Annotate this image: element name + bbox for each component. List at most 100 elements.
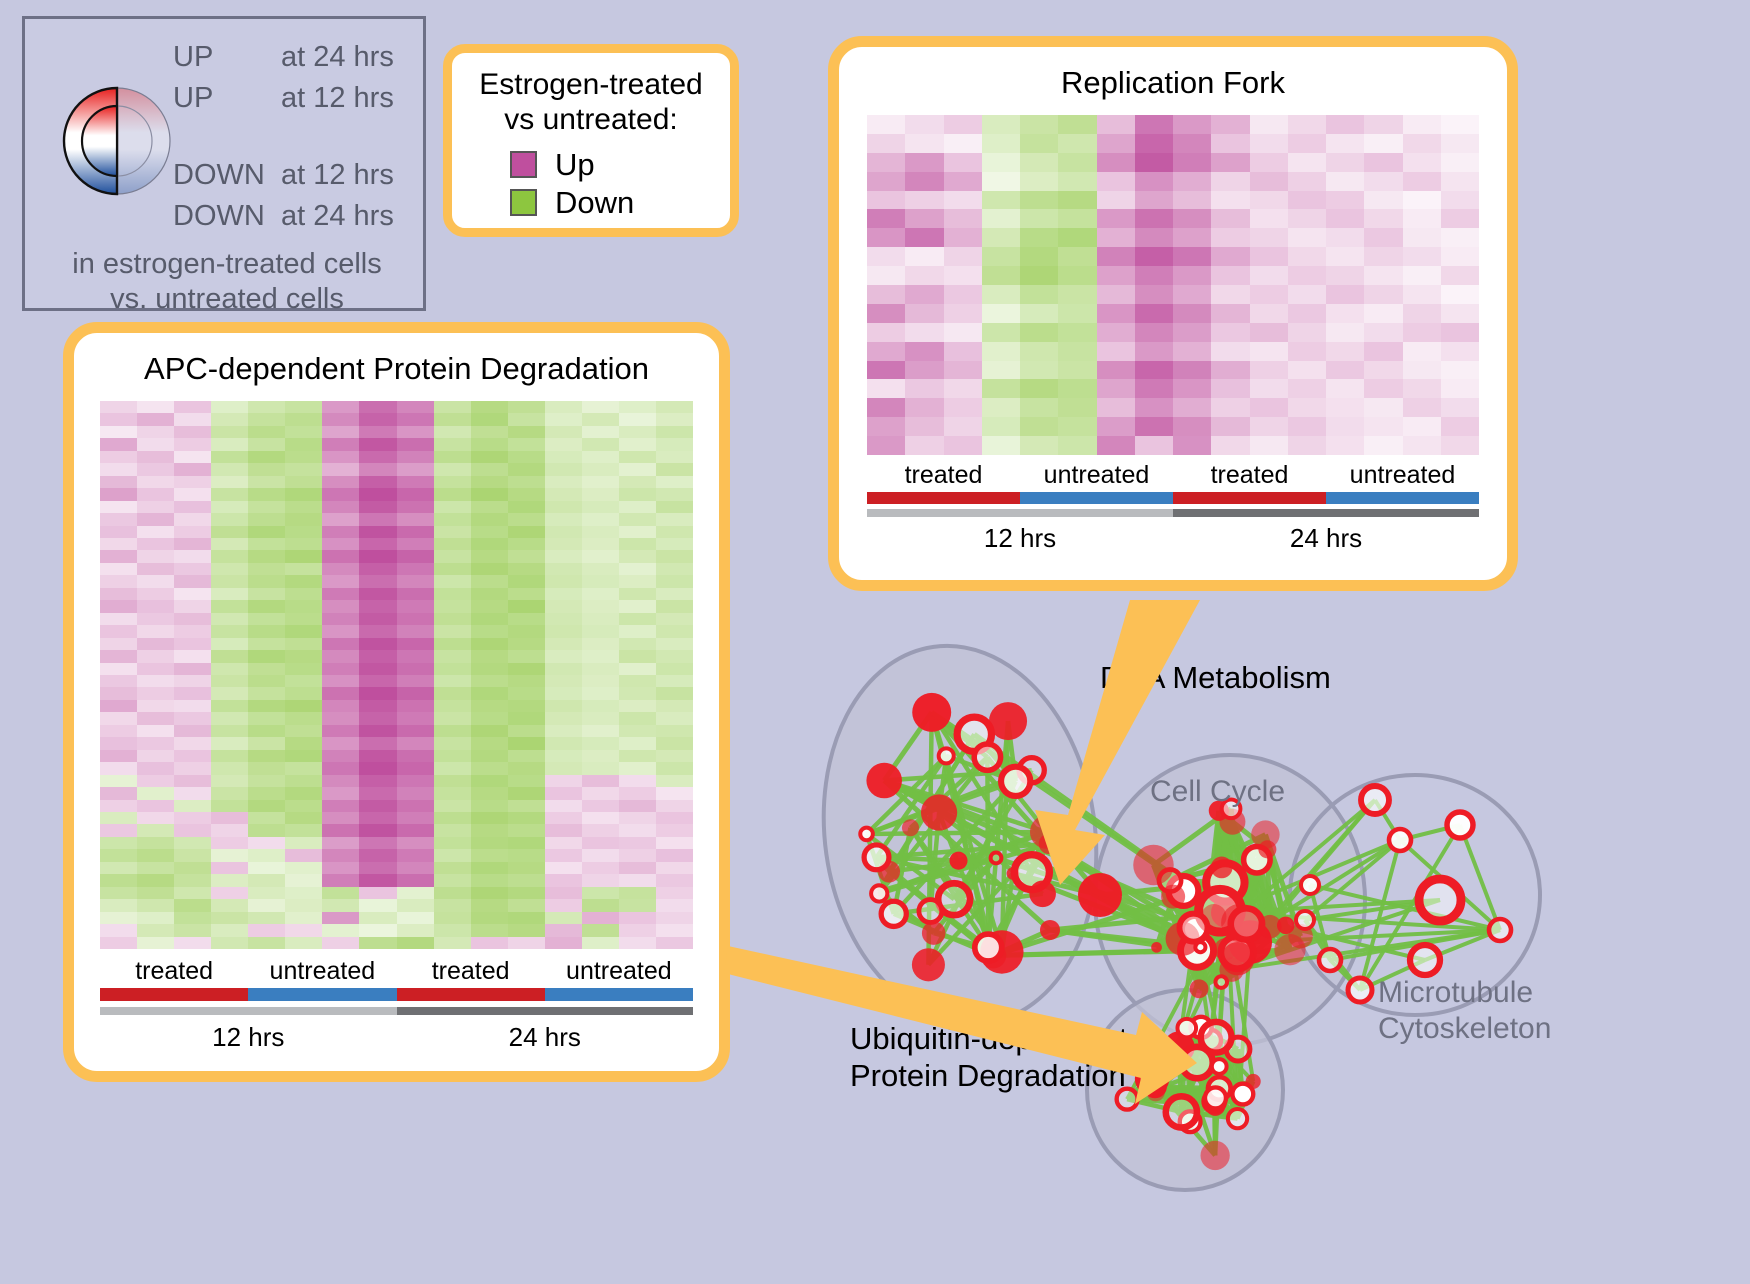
heatmap-cell bbox=[174, 401, 211, 413]
network-node[interactable] bbox=[1030, 815, 1064, 849]
network-node[interactable] bbox=[1151, 942, 1162, 953]
heatmap-cell bbox=[211, 725, 248, 737]
heatmap-cell bbox=[582, 687, 619, 699]
heatmap-cell bbox=[582, 526, 619, 538]
heatmap-cell bbox=[471, 887, 508, 899]
network-node[interactable] bbox=[1447, 812, 1473, 838]
network-node[interactable] bbox=[1212, 1059, 1227, 1074]
network-node[interactable] bbox=[949, 852, 967, 870]
network-node[interactable] bbox=[864, 845, 889, 870]
network-node[interactable] bbox=[1389, 829, 1411, 851]
network-node[interactable] bbox=[1319, 949, 1341, 971]
ring-diagram-svg bbox=[61, 41, 173, 241]
heatmap-cell bbox=[285, 426, 322, 438]
network-node[interactable] bbox=[1177, 1019, 1196, 1038]
network-node[interactable] bbox=[1211, 857, 1233, 879]
network-node[interactable] bbox=[881, 901, 906, 926]
network-node[interactable] bbox=[1200, 1141, 1229, 1170]
heatmap-cell bbox=[322, 750, 359, 762]
network-node[interactable] bbox=[1301, 876, 1319, 894]
heatmap-cell bbox=[137, 550, 174, 562]
network-node[interactable] bbox=[1410, 945, 1440, 975]
heatmap-cell bbox=[248, 725, 285, 737]
heatmap-cell bbox=[905, 379, 943, 398]
network-node[interactable] bbox=[866, 763, 902, 799]
heatmap-cell bbox=[137, 438, 174, 450]
heatmap-cell bbox=[508, 451, 545, 463]
network-node[interactable] bbox=[1274, 934, 1305, 965]
network-node[interactable] bbox=[1258, 915, 1282, 939]
heatmap-cell bbox=[656, 625, 693, 637]
heatmap-cell bbox=[1058, 342, 1096, 361]
network-node[interactable] bbox=[1166, 1096, 1197, 1127]
network-node[interactable] bbox=[902, 819, 919, 836]
panel-title: APC-dependent Protein Degradation bbox=[74, 351, 719, 387]
network-node[interactable] bbox=[1181, 1047, 1213, 1079]
network-node[interactable] bbox=[1029, 881, 1056, 908]
heatmap-cell bbox=[905, 247, 943, 266]
network-node[interactable] bbox=[1296, 911, 1314, 929]
network-node[interactable] bbox=[1190, 979, 1209, 998]
network-node[interactable] bbox=[974, 744, 1000, 770]
network-node[interactable] bbox=[1361, 786, 1389, 814]
heatmap-cell bbox=[248, 887, 285, 899]
key-title-line2: vs untreated: bbox=[452, 102, 730, 137]
heatmap-cell bbox=[137, 824, 174, 836]
heatmap-cell bbox=[1250, 417, 1288, 436]
heatmap-cell bbox=[1173, 266, 1211, 285]
heatmap-cell bbox=[137, 638, 174, 650]
heatmap-cell bbox=[137, 538, 174, 550]
timepoint-color-bar bbox=[100, 1007, 693, 1015]
heatmap-cell bbox=[1364, 342, 1402, 361]
network-node[interactable] bbox=[1489, 919, 1511, 941]
network-node[interactable] bbox=[871, 885, 887, 901]
network-node[interactable] bbox=[1161, 885, 1185, 909]
heatmap-cell bbox=[545, 899, 582, 911]
heatmap-cell bbox=[545, 812, 582, 824]
network-node[interactable] bbox=[1001, 767, 1030, 796]
group-label: untreated bbox=[248, 957, 396, 986]
heatmap-cell bbox=[211, 737, 248, 749]
network-node[interactable] bbox=[1040, 920, 1060, 940]
heatmap-cell bbox=[619, 824, 656, 836]
network-node[interactable] bbox=[1232, 1084, 1253, 1105]
heatmap-cell bbox=[1058, 247, 1096, 266]
network-node[interactable] bbox=[1078, 873, 1122, 917]
network-node[interactable] bbox=[1221, 904, 1260, 943]
network-node[interactable] bbox=[1138, 1064, 1166, 1092]
network-node[interactable] bbox=[1133, 845, 1173, 885]
heatmap-cell bbox=[285, 887, 322, 899]
network-node[interactable] bbox=[1419, 879, 1461, 921]
network-node[interactable] bbox=[1348, 978, 1372, 1002]
heatmap-cell bbox=[434, 438, 471, 450]
heatmap-cell bbox=[545, 862, 582, 874]
heatmap-cell bbox=[1403, 115, 1441, 134]
network-node[interactable] bbox=[912, 693, 951, 732]
heatmap-cell bbox=[211, 438, 248, 450]
heatmap-cell bbox=[322, 912, 359, 924]
heatmap-cell bbox=[508, 575, 545, 587]
network-node[interactable] bbox=[939, 748, 954, 763]
network-node[interactable] bbox=[975, 934, 1002, 961]
network-node[interactable] bbox=[860, 828, 873, 841]
network-node[interactable] bbox=[919, 900, 942, 923]
heatmap-cell bbox=[619, 575, 656, 587]
heatmap-cell bbox=[211, 488, 248, 500]
network-node[interactable] bbox=[912, 948, 945, 981]
network-node[interactable] bbox=[1251, 820, 1279, 848]
network-node[interactable] bbox=[1221, 942, 1254, 975]
network-node[interactable] bbox=[1228, 1109, 1247, 1128]
network-node[interactable] bbox=[1215, 976, 1227, 988]
network-node[interactable] bbox=[921, 794, 957, 830]
heatmap-cell bbox=[397, 775, 434, 787]
network-node[interactable] bbox=[1205, 1087, 1226, 1108]
timepoint-label: 12 hrs bbox=[867, 523, 1173, 554]
network-node[interactable] bbox=[989, 702, 1027, 740]
heatmap-cell bbox=[982, 153, 1020, 172]
network-node[interactable] bbox=[922, 921, 946, 945]
heatmap-cell bbox=[211, 501, 248, 513]
heatmap-cell bbox=[508, 550, 545, 562]
network-node[interactable] bbox=[991, 853, 1002, 864]
heatmap-cell bbox=[471, 488, 508, 500]
heatmap-cell bbox=[619, 563, 656, 575]
